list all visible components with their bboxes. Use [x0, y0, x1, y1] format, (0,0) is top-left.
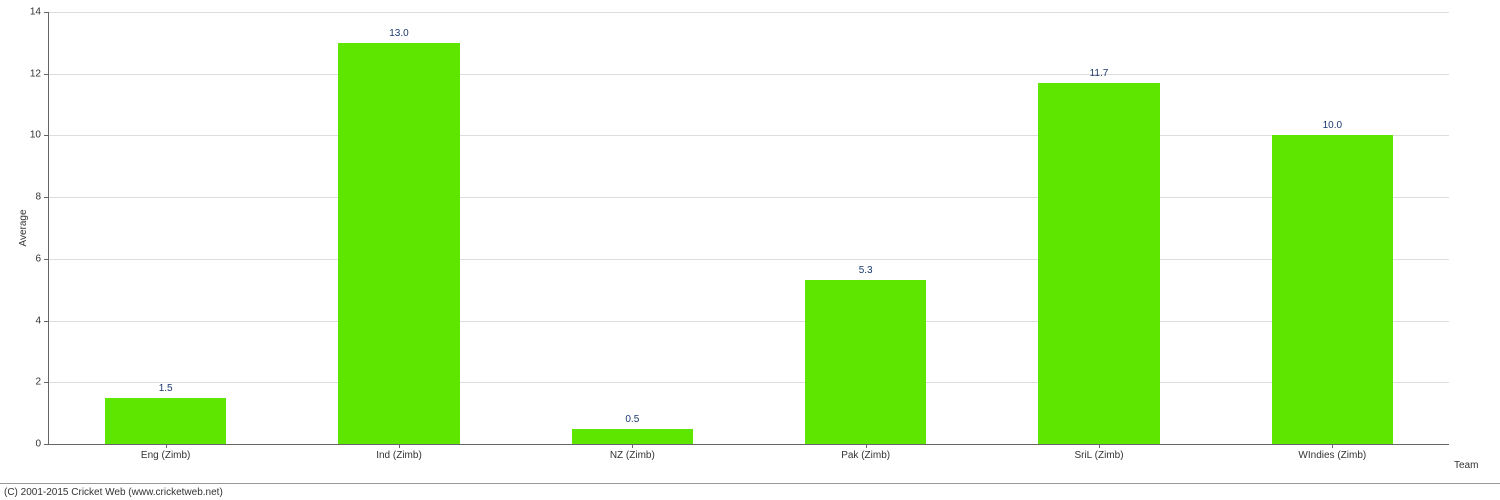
x-tick-label: Pak (Zimb) — [841, 450, 890, 461]
x-tick-label: NZ (Zimb) — [610, 450, 655, 461]
y-gridline — [49, 74, 1449, 75]
y-gridline — [49, 382, 1449, 383]
bar: 13.0 — [338, 43, 459, 444]
y-tick-label: 2 — [35, 377, 41, 388]
chart-container: 0 2 4 6 8 10 12 14 1.5 Eng (Zimb) 13.0 Ind (Zimb) 0.… — [0, 0, 1500, 500]
y-tick-label: 4 — [35, 315, 41, 326]
y-tick-label: 0 — [35, 439, 41, 450]
bar-value-label: 0.5 — [625, 414, 639, 429]
bar-value-label: 10.0 — [1323, 120, 1342, 135]
copyright-text: (C) 2001-2015 Cricket Web (www.cricketwe… — [4, 487, 223, 498]
bar: 1.5 — [105, 398, 226, 444]
x-tick — [166, 444, 167, 448]
y-tick-label: 6 — [35, 253, 41, 264]
x-tick — [866, 444, 867, 448]
y-tick — [44, 321, 49, 322]
bar-value-label: 1.5 — [159, 383, 173, 398]
y-tick — [44, 135, 49, 136]
y-tick — [44, 197, 49, 198]
y-gridline — [49, 259, 1449, 260]
y-axis-label: Average — [18, 209, 29, 246]
x-tick — [632, 444, 633, 448]
y-tick-label: 10 — [30, 130, 41, 141]
y-tick — [44, 12, 49, 13]
x-axis-label: Team — [1454, 460, 1478, 471]
x-tick — [1099, 444, 1100, 448]
x-tick-label: WIndies (Zimb) — [1298, 450, 1366, 461]
y-gridline — [49, 12, 1449, 13]
y-tick-label: 8 — [35, 192, 41, 203]
y-tick — [44, 444, 49, 445]
x-tick-label: Ind (Zimb) — [376, 450, 422, 461]
x-tick — [399, 444, 400, 448]
bar-value-label: 13.0 — [389, 28, 408, 43]
y-tick — [44, 382, 49, 383]
plot-area: 024681012141.5Eng (Zimb)13.0Ind (Zimb)0.… — [48, 12, 1449, 445]
separator-line — [0, 483, 1500, 484]
x-tick — [1332, 444, 1333, 448]
y-gridline — [49, 321, 1449, 322]
bar: 0.5 — [572, 429, 693, 444]
bar: 11.7 — [1038, 83, 1159, 444]
y-tick-label: 14 — [30, 7, 41, 18]
bar-value-label: 5.3 — [859, 265, 873, 280]
y-tick-label: 12 — [30, 68, 41, 79]
y-tick — [44, 259, 49, 260]
bar: 5.3 — [805, 280, 926, 444]
y-gridline — [49, 197, 1449, 198]
bar-value-label: 11.7 — [1090, 68, 1109, 83]
y-gridline — [49, 135, 1449, 136]
bar: 10.0 — [1272, 135, 1393, 444]
x-tick-label: Eng (Zimb) — [141, 450, 190, 461]
x-tick-label: SriL (Zimb) — [1074, 450, 1123, 461]
y-tick — [44, 74, 49, 75]
